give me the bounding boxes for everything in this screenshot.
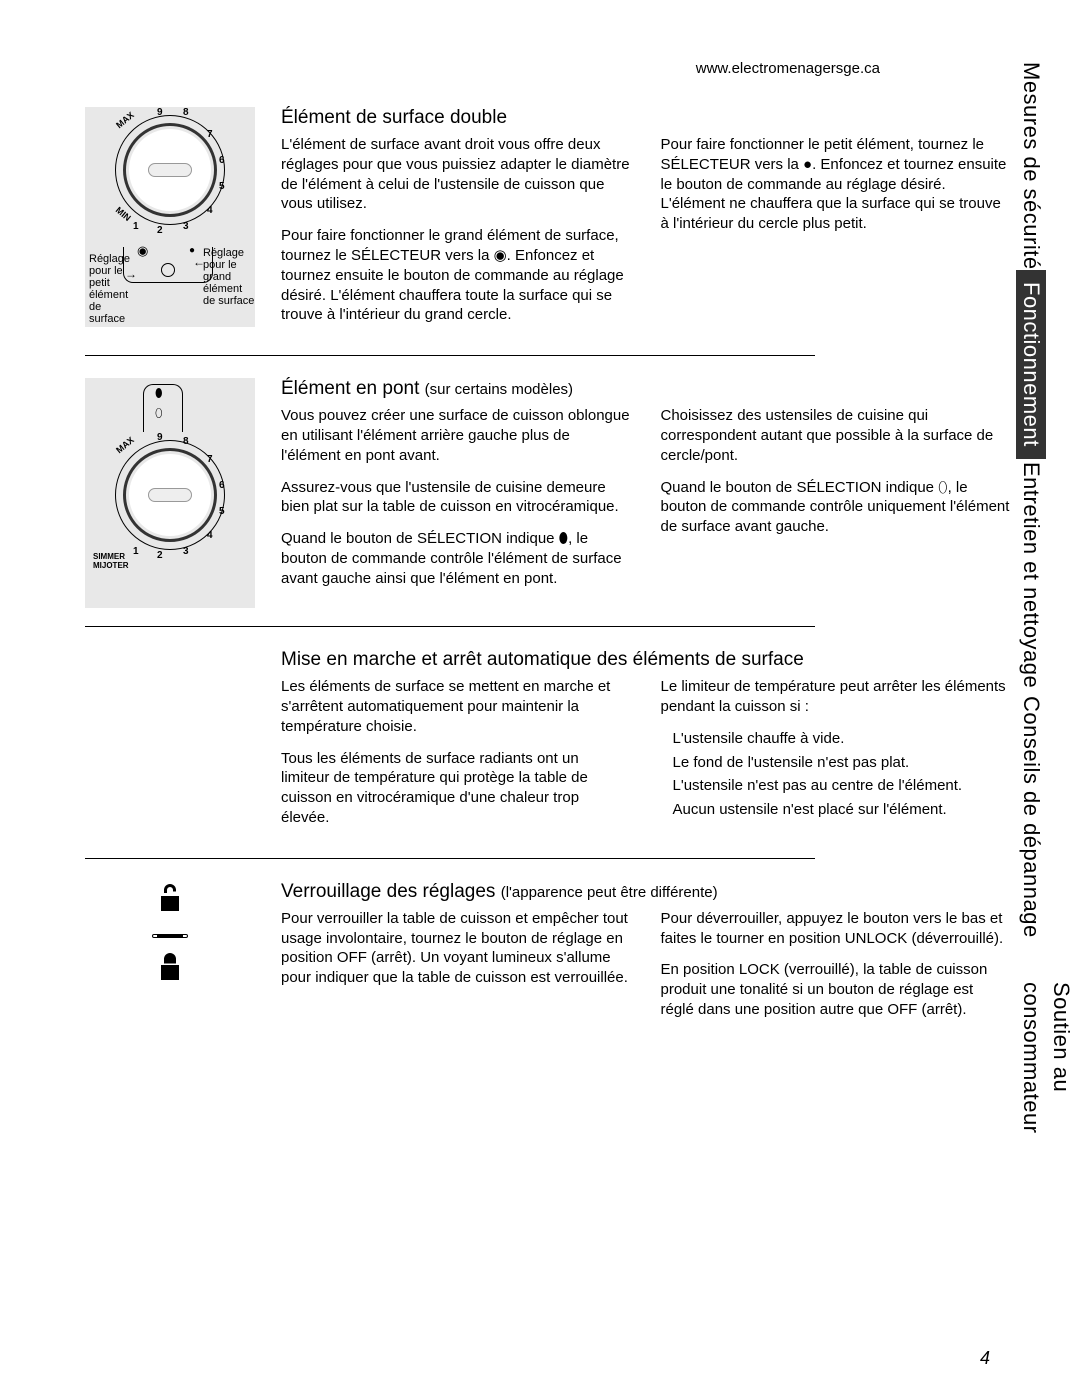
section1-title: Élément de surface double (281, 107, 1010, 129)
page-number: 4 (0, 1348, 990, 1369)
figure-lock-icons (85, 881, 255, 991)
figure-bridge-dial: ⬮ ⬯ 9 8 7 6 5 4 3 2 1 MAX SIMMER MIJOTER (85, 378, 255, 608)
section4-title: Verrouillage des réglages (l'apparence p… (281, 881, 1010, 903)
paragraph: L'élément de surface avant droit vous of… (281, 135, 631, 214)
figure-label-left: Réglage pour le petit élément de surface (89, 253, 139, 326)
divider (85, 626, 815, 627)
tab-soutien-1[interactable]: Soutien au (1046, 980, 1076, 1136)
dial-num: 4 (207, 205, 213, 216)
divider (85, 858, 815, 859)
dial-num: 3 (183, 546, 189, 557)
paragraph: Choisissez des ustensiles de cuisine qui… (661, 406, 1011, 465)
dial-num: 5 (219, 181, 225, 192)
bullet: L'ustensile chauffe à vide. (673, 729, 1011, 749)
section2-col-right: Choisissez des ustensiles de cuisine qui… (661, 406, 1011, 600)
title-text: Verrouillage des réglages (281, 881, 495, 902)
dial-num: 6 (219, 155, 225, 166)
dial-num: 1 (133, 221, 139, 232)
title-sub: (l'apparence peut être différente) (501, 884, 718, 901)
dial-num: 9 (157, 432, 163, 443)
section2-col-left: Vous pouvez créer une surface de cuisson… (281, 406, 631, 600)
section3-col-right: Le limiteur de température peut arrêter … (661, 677, 1011, 840)
dial-num: 2 (157, 225, 163, 236)
section-lock: Verrouillage des réglages (l'apparence p… (85, 881, 1010, 1032)
title-sub: (sur certains modèles) (425, 381, 573, 398)
side-tabs: Mesures de sécurité Fonctionnement Entre… (1016, 60, 1044, 1190)
paragraph: En position LOCK (verrouillé), la table … (661, 960, 1011, 1019)
dial-num: 4 (207, 530, 213, 541)
unlock-icon (152, 881, 188, 922)
paragraph: Pour faire fonctionner le grand élément … (281, 226, 631, 325)
section3-title: Mise en marche et arrêt automatique des … (281, 649, 1010, 671)
dial-num: 2 (157, 550, 163, 561)
section-double-element: 9 8 7 6 5 4 3 2 1 MAX MIN ◉ ● Réglage po… (85, 107, 1010, 337)
paragraph: Quand le bouton de SÉLECTION indique ⬮, … (281, 529, 631, 588)
dial-num: 1 (133, 546, 139, 557)
dial-simmer: SIMMER (93, 552, 125, 561)
paragraph: Le limiteur de température peut arrêter … (661, 677, 1011, 717)
tab-entretien[interactable]: Entretien et nettoyage (1016, 460, 1046, 690)
section2-title: Élément en pont (sur certains modèles) (281, 378, 1010, 400)
tab-soutien-2[interactable]: consommateur (1016, 980, 1046, 1136)
bullet: Le fond de l'ustensile n'est pas plat. (673, 753, 1011, 773)
section1-col-right: Pour faire fonctionner le petit élément,… (661, 135, 1011, 337)
dial-num: 6 (219, 480, 225, 491)
paragraph: Pour verrouiller la table de cuisson et … (281, 909, 631, 988)
tab-mesures[interactable]: Mesures de sécurité (1016, 60, 1046, 272)
section1-col-left: L'élément de surface avant droit vous of… (281, 135, 631, 337)
paragraph: Vous pouvez créer une surface de cuisson… (281, 406, 631, 465)
paragraph: Tous les éléments de surface radiants on… (281, 749, 631, 828)
paragraph: Quand le bouton de SÉLECTION indique ⬯, … (661, 478, 1011, 537)
dial-num: 8 (183, 107, 189, 118)
dial-num: 3 (183, 221, 189, 232)
dial-num: 7 (207, 454, 213, 465)
tab-conseils[interactable]: Conseils de dépannage (1016, 694, 1046, 940)
paragraph: Pour faire fonctionner le petit élément,… (661, 135, 1011, 234)
figure-label-right: Réglage pour le grand élément de surface (203, 247, 257, 307)
knob-icon (152, 934, 188, 938)
section3-col-left: Les éléments de surface se mettent en ma… (281, 677, 631, 840)
dial-num: 9 (157, 107, 163, 118)
dial-num: 8 (183, 436, 189, 447)
divider (85, 355, 815, 356)
figure-dual-dial: 9 8 7 6 5 4 3 2 1 MAX MIN ◉ ● Réglage po… (85, 107, 255, 327)
paragraph: Les éléments de surface se mettent en ma… (281, 677, 631, 736)
dial-num: 5 (219, 506, 225, 517)
header-url: www.electromenagersge.ca (85, 60, 880, 77)
paragraph: Pour déverrouiller, appuyez le bouton ve… (661, 909, 1011, 949)
bullet: L'ustensile n'est pas au centre de l'élé… (673, 776, 1011, 796)
dial-mijoter: MIJOTER (93, 561, 129, 570)
dial-num: 7 (207, 129, 213, 140)
lock-icon (152, 950, 188, 991)
tab-fonctionnement[interactable]: Fonctionnement (1016, 270, 1046, 459)
title-text: Élément en pont (281, 378, 419, 399)
section4-col-right: Pour déverrouiller, appuyez le bouton ve… (661, 909, 1011, 1032)
bullet: Aucun ustensile n'est placé sur l'élémen… (673, 800, 1011, 820)
section-auto-onoff: Mise en marche et arrêt automatique des … (85, 649, 1010, 840)
paragraph: Assurez-vous que l'ustensile de cuisine … (281, 478, 631, 518)
section-bridge-element: ⬮ ⬯ 9 8 7 6 5 4 3 2 1 MAX SIMMER MIJOTER… (85, 378, 1010, 608)
section4-col-left: Pour verrouiller la table de cuisson et … (281, 909, 631, 1032)
